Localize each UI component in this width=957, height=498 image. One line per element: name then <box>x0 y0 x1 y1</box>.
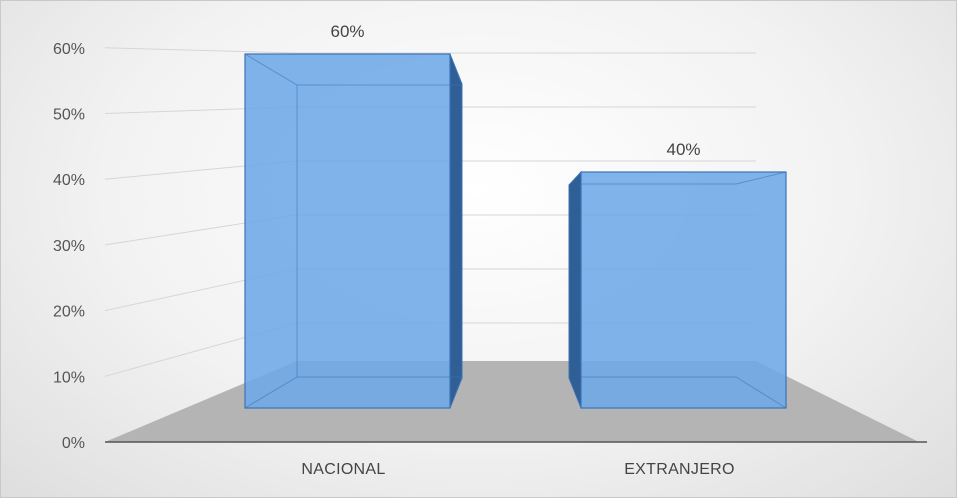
y-tick-label: 0% <box>62 435 85 452</box>
y-axis-ticks: 0% 10% 20% 30% 40% 50% 60% <box>53 41 85 452</box>
data-label: 60% <box>330 22 364 41</box>
x-category-label: NACIONAL <box>301 461 385 478</box>
data-label: 40% <box>666 140 700 159</box>
x-axis-categories: NACIONAL EXTRANJERO <box>301 461 734 478</box>
bar-inner-edge-bottom <box>581 376 787 409</box>
bar-side-face <box>568 170 582 409</box>
y-tick-label: 50% <box>53 107 85 124</box>
y-tick-label: 60% <box>53 41 85 58</box>
bar-front-face <box>580 171 787 409</box>
bar-nacional <box>244 53 463 409</box>
y-tick-label: 40% <box>53 172 85 189</box>
bars <box>244 53 787 409</box>
x-category-label: EXTRANJERO <box>624 461 735 478</box>
floor-plane <box>105 361 919 442</box>
bar-extranjero <box>568 170 787 409</box>
bar-inner-edge-right <box>735 171 787 185</box>
gridline-side <box>104 47 298 54</box>
bar-inner-edge-right <box>449 53 463 86</box>
bar-side-face <box>449 53 463 409</box>
y-tick-label: 30% <box>53 238 85 255</box>
chart-floor <box>105 361 927 443</box>
y-tick-label: 10% <box>53 369 85 386</box>
bar-front-face <box>244 53 451 409</box>
y-tick-label: 20% <box>53 304 85 321</box>
bar-inner-edge-bottom <box>297 376 463 409</box>
data-labels: 60% 40% <box>330 22 700 159</box>
bar-inner-edge-left <box>244 53 298 409</box>
